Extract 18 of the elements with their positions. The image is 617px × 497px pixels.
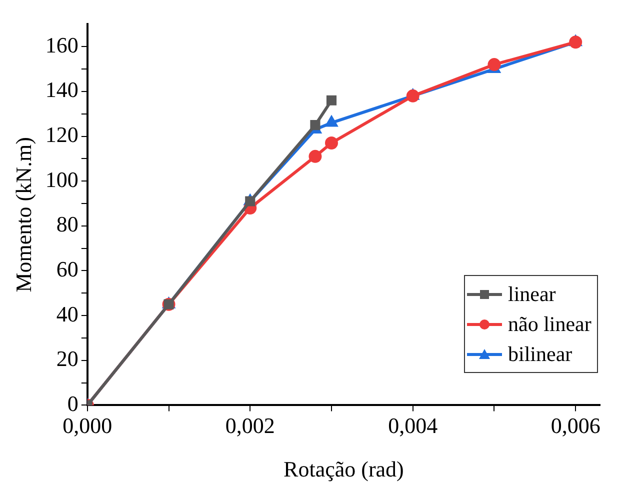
y-tick-label: 0 (67, 390, 78, 416)
y-tick-label: 100 (45, 166, 78, 192)
y-tick-label: 160 (45, 32, 78, 58)
y-tick-label: 80 (56, 212, 78, 237)
y-tick-label: 60 (56, 256, 78, 282)
legend-label: não linear (508, 311, 592, 338)
x-tick-label: 0,006 (550, 413, 600, 438)
x-axis-title: Rotação (rad) (284, 456, 404, 482)
x-tick-label: 0,004 (388, 413, 438, 438)
x-tick-label: 0,000 (62, 413, 112, 438)
y-tick-label: 140 (45, 77, 78, 102)
legend-label: bilinear (508, 341, 572, 368)
y-axis-title: Momento (kN.m) (10, 137, 36, 292)
x-tick-label: 0,002 (225, 413, 275, 438)
y-tick-label: 40 (56, 301, 78, 326)
y-tick-label: 120 (45, 122, 78, 148)
legend-label: linear (508, 281, 556, 308)
y-tick-label: 20 (56, 346, 78, 372)
